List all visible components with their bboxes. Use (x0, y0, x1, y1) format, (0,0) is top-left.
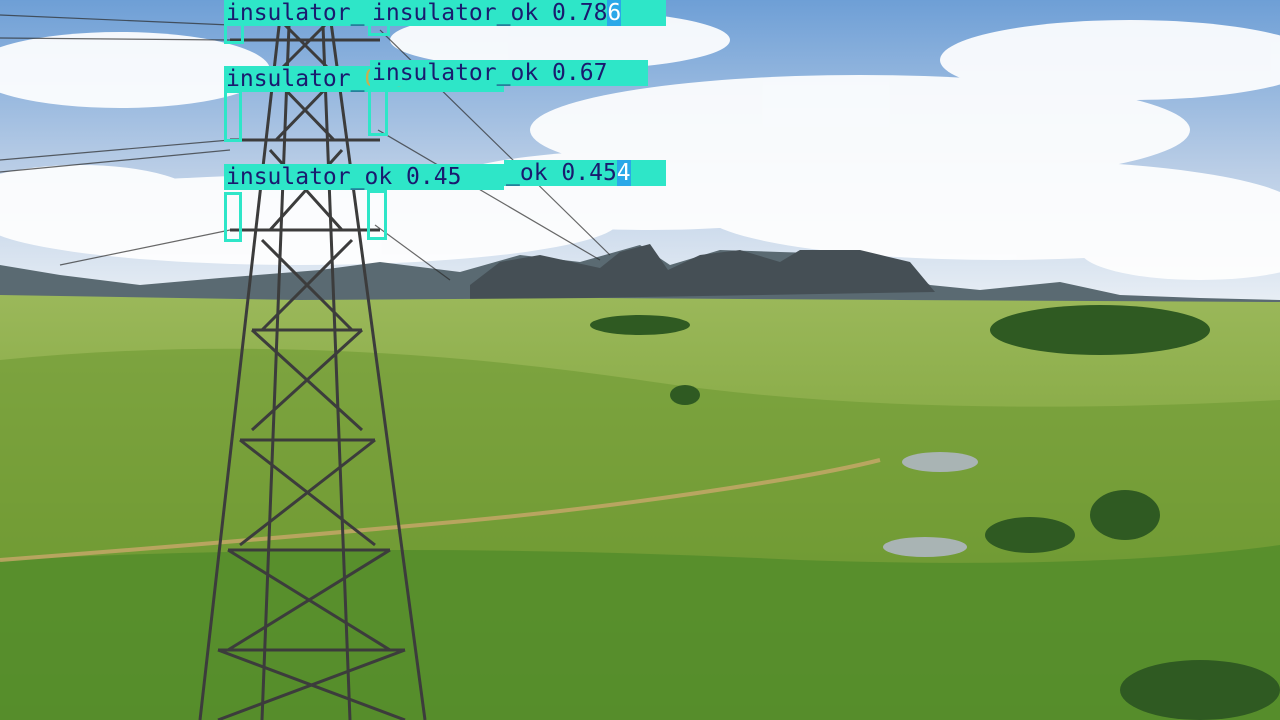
mountains (470, 244, 935, 300)
detection-label: insulator_ok 0.67 (370, 60, 648, 86)
dirt-path (0, 458, 881, 562)
label-highlight: 4 (616, 160, 631, 186)
label-score: 0.45 (561, 160, 617, 186)
label-class: _ok (506, 160, 548, 186)
trees (590, 305, 1280, 720)
detection-box (224, 90, 242, 142)
label-class: insulator_ (226, 66, 365, 92)
detection-label: insulator_ (224, 0, 370, 26)
detection-box (368, 86, 388, 136)
detection-box (224, 192, 242, 242)
label-highlight: 6 (607, 0, 622, 26)
label-score: 0.78 (552, 0, 608, 26)
transmission-tower (198, 0, 427, 720)
label-class: insulator_ (226, 0, 365, 26)
label-score: 0.67 (552, 60, 608, 86)
detection-label: _ok 0.454 (504, 160, 666, 186)
detection-box (367, 190, 387, 240)
label-class: insulator_ok (226, 164, 393, 190)
detection-label: insulator_ok 0.786 (370, 0, 666, 26)
label-class: insulator_ok (372, 60, 539, 86)
foreground-grass (0, 545, 1280, 720)
detection-label: insulator_ok 0.45 (224, 164, 504, 190)
label-class: insulator_ok (372, 0, 539, 26)
label-score: 0.45 (406, 164, 462, 190)
pond (902, 452, 978, 472)
pond (883, 537, 967, 557)
